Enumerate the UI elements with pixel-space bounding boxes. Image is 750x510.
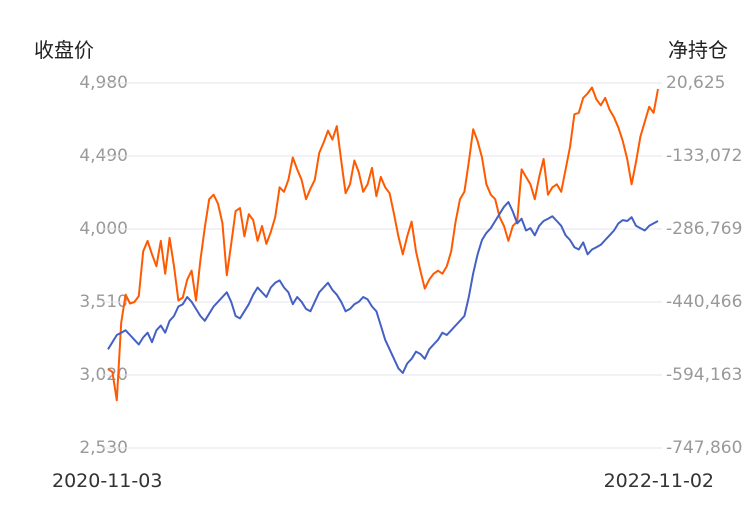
net-position-line: [107, 201, 659, 374]
right-axis-title: 净持仓: [668, 38, 728, 62]
right-tick-label: -747,860: [666, 438, 743, 458]
right-tick-label: -133,072: [666, 146, 743, 166]
right-tick-label: -594,163: [666, 365, 743, 385]
series-layer: [107, 86, 659, 402]
x-axis-end-label: 2022-11-02: [603, 470, 714, 492]
right-tick-label: 20,625: [666, 73, 726, 93]
left-axis-title: 收盘价: [34, 38, 94, 62]
right-tick-label: -440,466: [666, 292, 743, 312]
right-tick-label: -286,769: [666, 219, 743, 239]
grid-lines: [102, 82, 662, 449]
close-price-line: [107, 86, 659, 402]
x-axis-start-label: 2020-11-03: [52, 470, 163, 492]
